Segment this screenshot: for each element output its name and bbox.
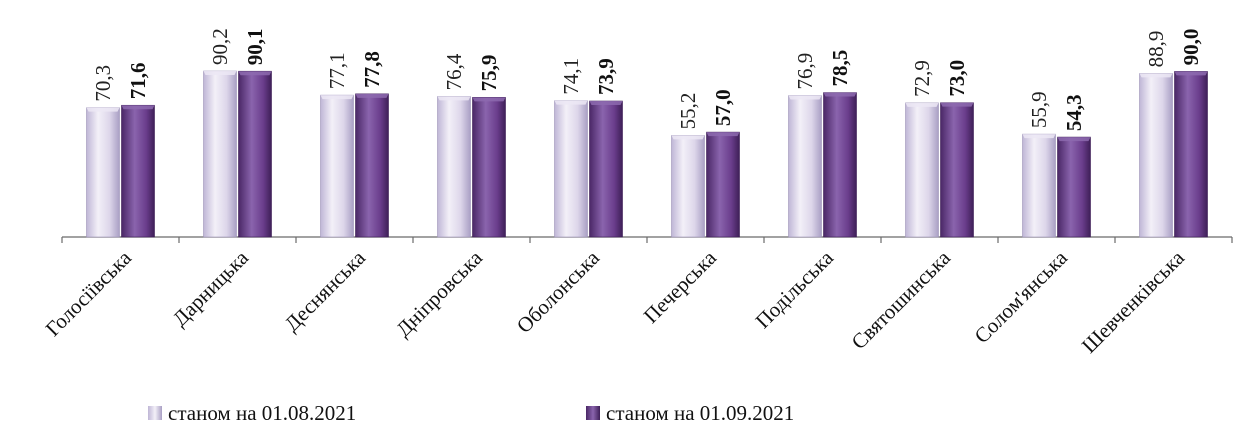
bar-top-sep-1 [238,71,272,76]
bar-aug-5 [671,135,705,238]
data-label-sep-8: 54,3 [1062,94,1086,131]
bar-sep-2 [355,93,389,238]
bar-aug-6 [788,95,822,238]
bar-top-aug-2 [320,95,354,100]
bar-top-sep-9 [1174,71,1208,76]
category-label-1: Дарницька [168,245,254,331]
data-label-sep-1: 90,1 [243,28,267,65]
bar-top-aug-8 [1022,134,1056,139]
category-label-0: Голосіївська [41,245,137,341]
bar-sep-0 [121,104,155,238]
legend-item-1: станом на 01.09.2021 [586,398,794,428]
legend-swatch-1 [586,406,600,420]
data-label-sep-3: 75,9 [477,55,501,92]
data-label-aug-8: 55,9 [1027,91,1051,128]
bar-aug-2 [320,94,354,238]
bar-top-sep-8 [1057,137,1091,142]
data-label-aug-7: 72,9 [910,60,934,97]
bar-sep-9 [1174,71,1208,238]
bar-top-aug-4 [554,100,588,105]
data-label-sep-4: 73,9 [594,58,618,95]
bar-top-aug-6 [788,95,822,100]
bar-aug-3 [437,96,471,238]
bar-top-sep-5 [706,132,740,137]
bar-top-aug-7 [905,102,939,107]
bar-top-sep-0 [121,105,155,110]
bar-top-sep-2 [355,93,389,98]
bar-aug-0 [86,107,120,238]
data-label-aug-9: 88,9 [1144,31,1168,68]
bar-top-aug-5 [671,135,705,140]
bar-aug-4 [554,100,588,238]
bar-top-sep-7 [940,102,974,107]
data-label-aug-0: 70,3 [91,65,115,102]
bar-aug-7 [905,102,939,238]
bar-aug-9 [1139,73,1173,238]
data-label-sep-7: 73,0 [945,60,969,97]
data-label-aug-1: 90,2 [208,28,232,65]
data-label-aug-3: 76,4 [442,53,466,90]
data-label-aug-6: 76,9 [793,53,817,90]
legend-label-1: станом на 01.09.2021 [606,400,795,425]
bar-sep-1 [238,70,272,238]
bar-sep-5 [706,131,740,238]
data-label-sep-2: 77,8 [360,51,384,88]
legend-label-0: станом на 01.08.2021 [168,400,357,425]
category-label-3: Дніпровська [391,245,487,341]
legend-item-0: станом на 01.08.2021 [148,398,356,428]
bar-sep-4 [589,100,623,238]
bar-top-aug-3 [437,96,471,101]
bar-aug-1 [203,70,237,238]
data-label-sep-0: 71,6 [126,63,150,100]
bar-top-aug-9 [1139,73,1173,78]
bar-top-aug-1 [203,71,237,76]
bar-top-sep-3 [472,97,506,102]
category-label-8: Солом'янська [970,245,1073,348]
data-label-aug-2: 77,1 [325,52,349,89]
bar-sep-7 [940,102,974,238]
category-label-5: Печерська [639,245,722,328]
legend-swatch-0 [148,406,162,420]
data-label-sep-5: 57,0 [711,89,735,126]
bar-top-sep-4 [589,101,623,106]
category-label-4: Оболонська [512,245,605,338]
bar-aug-8 [1022,133,1056,238]
category-label-6: Подільська [751,245,839,333]
data-label-aug-5: 55,2 [676,93,700,130]
bar-top-sep-6 [823,92,857,97]
bar-top-aug-0 [86,107,120,112]
bar-sep-6 [823,92,857,238]
bar-sep-3 [472,97,506,238]
category-label-7: Святошинська [847,245,956,354]
bar-sep-8 [1057,136,1091,238]
data-label-sep-6: 78,5 [828,50,852,87]
category-label-9: Шевченківська [1077,245,1190,358]
data-label-aug-4: 74,1 [559,58,583,95]
category-label-2: Деснянська [280,245,371,336]
data-label-sep-9: 90,0 [1179,29,1203,66]
